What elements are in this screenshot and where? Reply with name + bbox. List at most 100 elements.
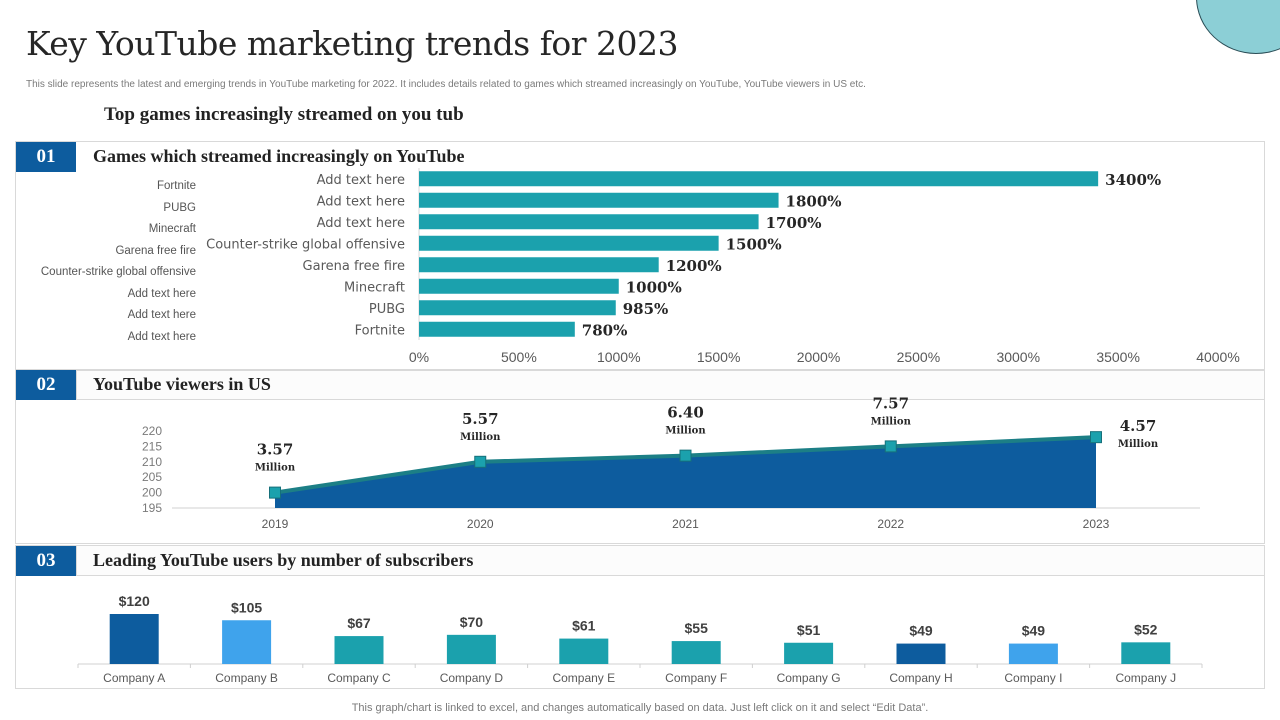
- data-label-unit: Million: [255, 463, 296, 474]
- panel-title: Leading YouTube users by number of subsc…: [93, 550, 474, 570]
- games-bar-chart: Add text here 3400% Add text here 1800% Add …: [206, 168, 1240, 365]
- category-label: Add text here: [317, 173, 405, 188]
- x-tick-label: 500%: [501, 349, 537, 365]
- games-side-list: Fortnite PUBG Minecraft Garena free fire…: [20, 176, 196, 348]
- x-tick-label: 3000%: [996, 349, 1040, 365]
- bar: [222, 620, 272, 664]
- data-label: 780%: [582, 321, 628, 339]
- bar: [559, 638, 609, 664]
- side-list-item: Minecraft: [148, 223, 196, 235]
- x-tick-label: 4000%: [1196, 349, 1240, 365]
- side-list-item: Counter-strike global offensive: [40, 266, 196, 278]
- panel-number-badge: 01: [16, 142, 76, 172]
- bar: [1008, 643, 1058, 664]
- area-fill: [275, 437, 1096, 508]
- side-list-item: Garena free fire: [115, 244, 196, 257]
- data-label: 1800%: [786, 192, 842, 210]
- bar: [446, 634, 496, 664]
- bar: [784, 642, 834, 664]
- data-label: $52: [1134, 621, 1158, 637]
- data-label-value: 6.40: [667, 404, 704, 422]
- category-label: Company F: [665, 671, 727, 685]
- data-label: $51: [797, 622, 821, 638]
- section-heading: Top games increasingly streamed on you t…: [104, 104, 464, 125]
- data-label: $67: [347, 615, 371, 631]
- x-tick-label: 0%: [409, 349, 429, 365]
- x-tick-label: 2021: [672, 517, 699, 531]
- subscribers-bar-chart: $120 Company A $105 Company B $67 Company C $7…: [77, 593, 1203, 685]
- data-label: 3400%: [1105, 171, 1161, 189]
- data-label-value: 4.57: [1120, 417, 1157, 435]
- data-label: $61: [572, 618, 596, 634]
- bar: [1121, 642, 1171, 664]
- side-list-item: Add text here: [127, 287, 196, 300]
- panel-title: Games which streamed increasingly on You…: [93, 146, 465, 166]
- bar: [419, 214, 759, 230]
- category-label: PUBG: [369, 302, 405, 317]
- data-marker: [269, 486, 281, 499]
- data-marker: [474, 455, 487, 468]
- category-label: Add text here: [317, 216, 405, 231]
- side-list-item: Add text here: [127, 309, 196, 321]
- data-label-value: 3.57: [257, 441, 294, 459]
- y-tick-label: 205: [142, 470, 162, 484]
- data-label: 985%: [623, 300, 669, 318]
- data-marker: [679, 449, 692, 462]
- y-tick-label: 200: [142, 486, 162, 500]
- bar: [671, 641, 721, 664]
- panel-title-strip: [76, 545, 1265, 576]
- category-label: Company E: [552, 671, 615, 685]
- category-label: Company I: [1004, 671, 1062, 685]
- data-label-unit: Million: [1118, 439, 1159, 450]
- bar: [896, 643, 946, 664]
- data-label: $105: [231, 599, 262, 615]
- x-tick-label: 2023: [1083, 517, 1110, 531]
- category-label: Company D: [440, 671, 504, 685]
- bar: [419, 171, 1099, 187]
- page-title: Key YouTube marketing trends for 2023: [26, 24, 679, 63]
- category-label: Company H: [889, 671, 952, 685]
- category-label: Minecraft: [344, 280, 405, 295]
- x-tick-label: 1000%: [597, 349, 641, 365]
- category-label: Garena free fire: [303, 259, 405, 274]
- footer-note: This graph/chart is linked to excel, and…: [351, 702, 929, 714]
- category-label: Add text here: [317, 194, 405, 209]
- y-tick-label: 210: [142, 455, 162, 469]
- x-tick-label: 3500%: [1096, 349, 1140, 365]
- panel-title: YouTube viewers in US: [93, 374, 271, 394]
- y-tick-label: 215: [142, 439, 162, 453]
- x-tick-label: 2020: [467, 517, 494, 531]
- side-list-item: Fortnite: [157, 180, 196, 192]
- bar: [419, 257, 659, 273]
- data-label: $120: [119, 593, 150, 609]
- category-label: Fortnite: [355, 323, 405, 338]
- data-marker: [1090, 431, 1102, 444]
- x-tick-label: 2019: [262, 517, 289, 531]
- bar: [419, 278, 619, 294]
- side-list-item: Add text here: [127, 330, 196, 343]
- category-label: Company B: [215, 671, 278, 685]
- page-subtitle: This slide represents the latest and eme…: [26, 79, 866, 90]
- x-tick-label: 2500%: [897, 349, 941, 365]
- data-label: 1700%: [766, 214, 822, 232]
- data-label: 1500%: [726, 235, 782, 253]
- x-tick-label: 2000%: [797, 349, 841, 365]
- bar: [419, 235, 719, 251]
- bar: [419, 192, 779, 208]
- data-label-unit: Million: [665, 426, 706, 437]
- data-label: $55: [685, 620, 709, 636]
- data-label-value: 5.57: [462, 410, 499, 428]
- data-label-unit: Million: [460, 432, 501, 443]
- panel-title-strip: [76, 370, 1265, 400]
- data-label: $49: [909, 623, 933, 639]
- panel-number-badge: 02: [16, 370, 76, 400]
- category-label: Counter-strike global offensive: [206, 237, 405, 252]
- x-tick-label: 1500%: [697, 349, 741, 365]
- category-label: Company A: [103, 671, 165, 685]
- bar: [419, 300, 616, 316]
- data-label-value: 7.57: [872, 394, 909, 412]
- y-tick-label: 220: [142, 424, 162, 438]
- category-label: Company G: [777, 671, 841, 685]
- bar: [419, 321, 575, 337]
